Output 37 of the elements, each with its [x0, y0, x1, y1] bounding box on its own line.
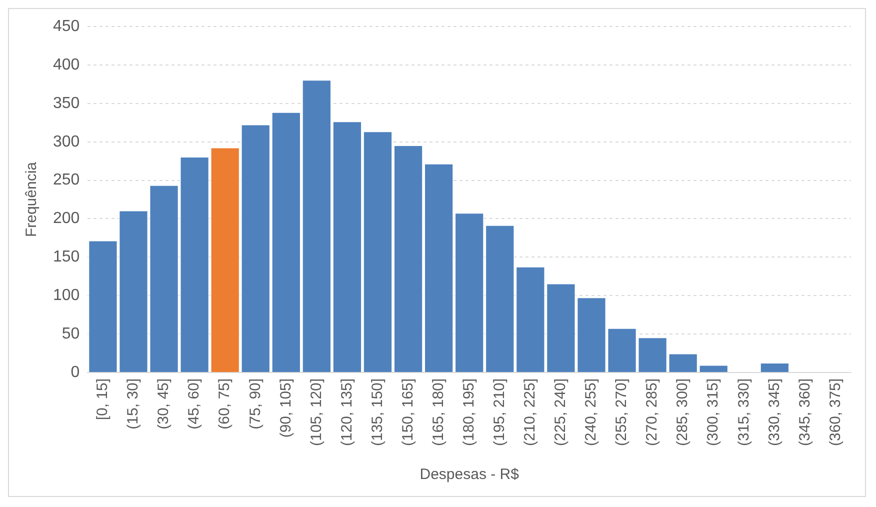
x-tick-label: (30, 45] — [155, 378, 172, 430]
y-axis-title: Frequência — [23, 161, 40, 238]
x-tick-label: (150, 165] — [399, 378, 416, 446]
x-tick-label: (285, 300] — [674, 378, 692, 446]
x-tick-label: (180, 195] — [460, 378, 478, 446]
x-tick-label: (120, 135] — [338, 378, 356, 446]
x-tick-label: (45, 60] — [186, 378, 203, 430]
x-tick-label: (75, 90] — [246, 378, 264, 430]
x-tick-label: (345, 360] — [796, 378, 814, 446]
x-axis-title: Despesas - R$ — [420, 466, 520, 484]
x-tick-label: (195, 210] — [491, 378, 508, 446]
x-tick-label: (15, 30] — [124, 378, 142, 430]
x-tick-label: (135, 150] — [368, 378, 386, 446]
y-tick-label: 250 — [52, 172, 80, 189]
y-tick-label: 450 — [52, 18, 80, 36]
x-tick-label: (60, 75] — [216, 378, 234, 430]
y-tick-label: 50 — [62, 325, 80, 342]
x-tick-label: [0, 15] — [94, 378, 112, 420]
y-tick-label: 300 — [52, 133, 80, 150]
x-tick-label: (240, 255] — [582, 378, 600, 446]
y-tick-label: 350 — [52, 94, 80, 112]
x-tick-label: (300, 315] — [704, 378, 722, 446]
x-tick-label: (225, 240] — [552, 378, 570, 446]
x-tick-label: (105, 120] — [308, 378, 325, 446]
y-tick-label: 0 — [70, 364, 80, 381]
x-tick-label: (255, 270] — [613, 378, 630, 446]
x-tick-label: (330, 345] — [766, 378, 783, 446]
y-tick-label: 150 — [52, 248, 80, 266]
x-tick-label: (270, 285] — [644, 378, 661, 446]
y-tick-label: 200 — [52, 210, 80, 228]
x-tick-label: (90, 105] — [277, 378, 294, 438]
y-tick-label: 400 — [52, 56, 80, 74]
x-tick-label: (165, 180] — [430, 378, 447, 446]
x-tick-label: (360, 375] — [826, 378, 844, 446]
x-tick-label: (210, 225] — [522, 378, 539, 446]
x-tick-label: (315, 330] — [735, 378, 752, 446]
y-tick-label: 100 — [52, 287, 80, 304]
